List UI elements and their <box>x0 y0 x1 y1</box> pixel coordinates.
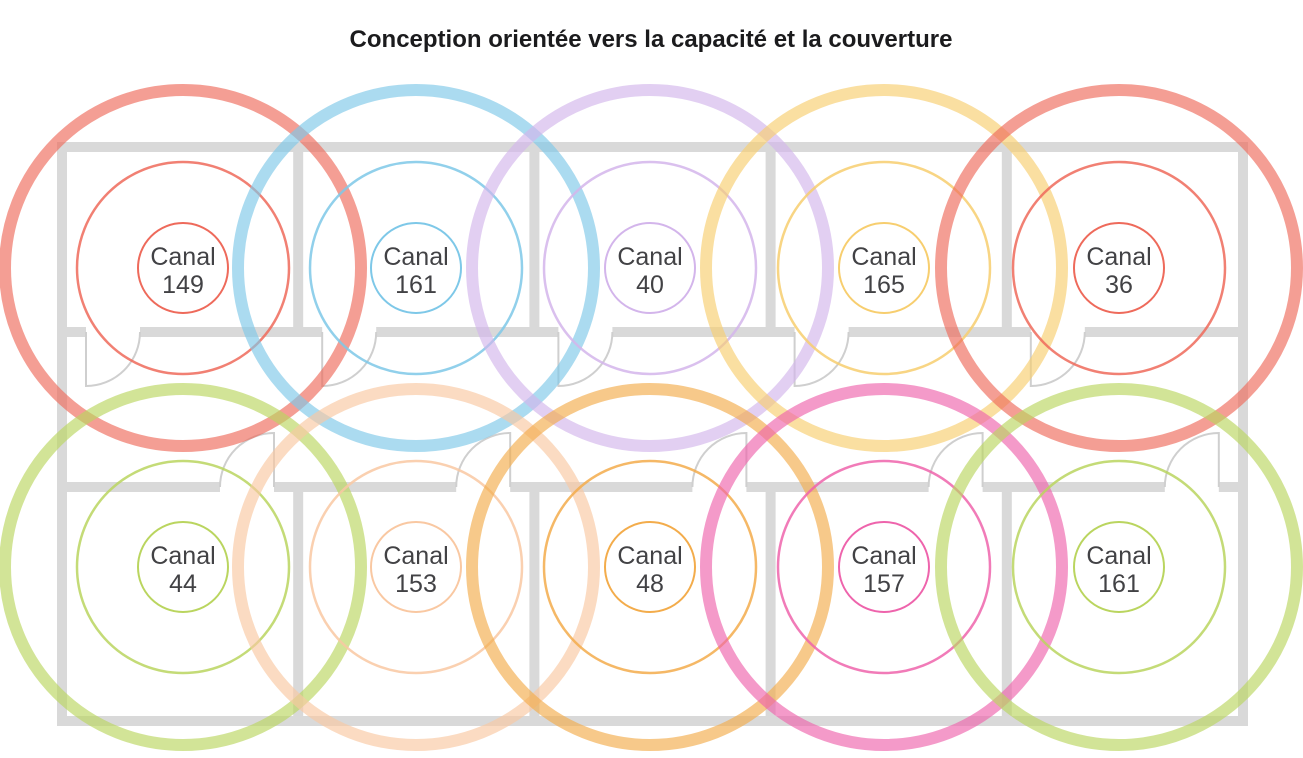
ap-label-circle <box>838 521 930 613</box>
ap-label-line2: 44 <box>169 570 197 598</box>
diagram-title: Conception orientée vers la capacité et … <box>350 26 953 53</box>
ap-channel-label: Canal 157 <box>851 542 916 598</box>
coverage-ring-outer <box>935 84 1303 452</box>
coverage-ring-mid <box>1011 160 1227 376</box>
ap-label-circle <box>137 521 229 613</box>
ap-channel-label: Canal 36 <box>1086 243 1151 299</box>
ap-label-circle <box>838 222 930 314</box>
door-swing-symbols <box>85 331 1220 488</box>
ap-label-line2: 165 <box>863 271 905 299</box>
ap-label-circle <box>604 222 696 314</box>
ap-label-line2: 36 <box>1105 271 1133 299</box>
ap-label-circle <box>137 222 229 314</box>
wall-path <box>57 142 1248 726</box>
coverage-ring-mid <box>308 459 524 675</box>
ap-label-circle <box>370 222 462 314</box>
ap-label-circle <box>370 521 462 613</box>
ap-label-line1: Canal <box>383 243 448 271</box>
coverage-ring-outer <box>466 84 834 452</box>
ap-canal-165: Canal 165 <box>700 84 1068 452</box>
coverage-ring-outer <box>935 383 1303 751</box>
ap-label-line1: Canal <box>851 542 916 570</box>
ap-canal-44: Canal 44 <box>0 383 367 751</box>
coverage-ring-outer <box>0 383 367 751</box>
ap-canal-40: Canal 40 <box>466 84 834 452</box>
ap-channel-label: Canal 165 <box>851 243 916 299</box>
ap-label-line1: Canal <box>150 542 215 570</box>
ap-canal-48: Canal 48 <box>466 383 834 751</box>
ap-channel-label: Canal 48 <box>617 542 682 598</box>
ap-label-line1: Canal <box>617 542 682 570</box>
coverage-ring-outer <box>0 84 367 452</box>
ap-channel-label: Canal 161 <box>1086 542 1151 598</box>
coverage-ring-mid <box>1011 459 1227 675</box>
floor-plan <box>57 142 1248 726</box>
coverage-ring-mid <box>776 160 992 376</box>
ap-channel-label: Canal 44 <box>150 542 215 598</box>
ap-label-line2: 48 <box>636 570 664 598</box>
ap-canal-161: Canal 161 <box>232 84 600 452</box>
ap-canal-161: Canal 161 <box>935 383 1303 751</box>
coverage-ring-mid <box>776 459 992 675</box>
ap-channel-label: Canal 149 <box>150 243 215 299</box>
coverage-ring-outer <box>232 84 600 452</box>
ap-label-line1: Canal <box>1086 542 1151 570</box>
ap-channel-label: Canal 40 <box>617 243 682 299</box>
coverage-ring-outer <box>700 383 1068 751</box>
ap-label-line1: Canal <box>383 542 448 570</box>
ap-channel-label: Canal 153 <box>383 542 448 598</box>
ap-canal-149: Canal 149 <box>0 84 367 452</box>
ap-label-circle <box>604 521 696 613</box>
coverage-ring-mid <box>75 160 291 376</box>
ap-label-line1: Canal <box>150 243 215 271</box>
coverage-ring-mid <box>75 459 291 675</box>
coverage-ring-mid <box>308 160 524 376</box>
ap-label-line2: 161 <box>395 271 437 299</box>
ap-canal-157: Canal 157 <box>700 383 1068 751</box>
ap-label-line2: 153 <box>395 570 437 598</box>
ap-canal-153: Canal 153 <box>232 383 600 751</box>
coverage-ring-outer <box>232 383 600 751</box>
coverage-ring-mid <box>542 160 758 376</box>
ap-label-line2: 157 <box>863 570 905 598</box>
ap-label-circle <box>1073 521 1165 613</box>
coverage-ring-outer <box>466 383 834 751</box>
ap-label-line2: 161 <box>1098 570 1140 598</box>
ap-label-line1: Canal <box>851 243 916 271</box>
ap-label-circle <box>1073 222 1165 314</box>
ap-label-line2: 40 <box>636 271 664 299</box>
coverage-ring-outer <box>700 84 1068 452</box>
ap-channel-label: Canal 161 <box>383 243 448 299</box>
ap-label-line1: Canal <box>617 243 682 271</box>
coverage-ring-mid <box>542 459 758 675</box>
ap-canal-36: Canal 36 <box>935 84 1303 452</box>
ap-label-line1: Canal <box>1086 243 1151 271</box>
ap-label-line2: 149 <box>162 271 204 299</box>
